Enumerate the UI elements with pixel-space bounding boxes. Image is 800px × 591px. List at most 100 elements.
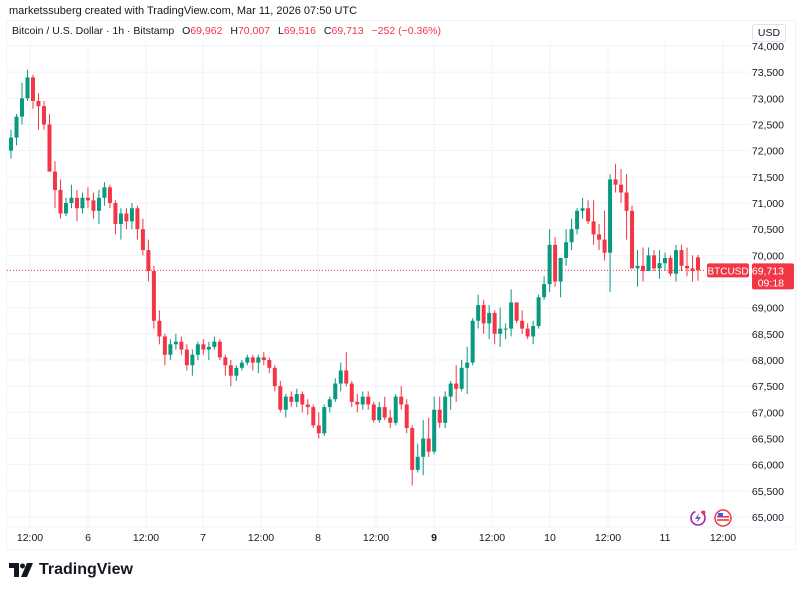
tradingview-logo-icon	[9, 563, 33, 577]
symbol-title[interactable]: Bitcoin / U.S. Dollar · 1h · Bitstamp	[12, 25, 175, 37]
candle	[234, 365, 239, 381]
candle	[157, 310, 162, 345]
candle	[393, 394, 398, 426]
candle	[250, 354, 255, 371]
x-axis-label: 12:00	[595, 532, 621, 544]
x-axis-label: 12:00	[363, 532, 389, 544]
x-axis-label: 9	[431, 532, 437, 544]
tradingview-logo[interactable]: TradingView	[9, 561, 133, 579]
us-flag-icon[interactable]	[714, 509, 732, 527]
y-axis-label: 68,000	[752, 355, 784, 367]
y-axis-label: 66,500	[752, 434, 784, 446]
candle	[459, 360, 464, 392]
candle	[514, 302, 519, 324]
candle	[476, 294, 481, 329]
currency-button[interactable]: USD	[752, 24, 786, 42]
candle	[674, 244, 679, 282]
candle	[558, 257, 563, 298]
candle	[454, 365, 459, 402]
candle	[630, 205, 635, 269]
y-axis-label: 65,000	[752, 512, 784, 524]
candle	[140, 218, 145, 256]
candle	[322, 404, 327, 436]
candle	[162, 333, 167, 366]
y-axis-label: 71,500	[752, 172, 784, 184]
y-axis-label: 71,000	[752, 198, 784, 210]
candle	[228, 360, 233, 387]
candle	[261, 352, 266, 366]
candle	[25, 69, 30, 101]
candle	[327, 396, 332, 413]
candle	[80, 192, 85, 214]
candle	[547, 229, 552, 292]
candle	[377, 401, 382, 423]
low-value: 69,516	[283, 25, 316, 37]
candle	[113, 200, 118, 235]
candle	[575, 208, 580, 235]
candle	[635, 250, 640, 287]
candle	[129, 203, 134, 230]
candle	[382, 396, 387, 421]
x-axis-label: 10	[544, 532, 556, 544]
candle	[107, 184, 112, 209]
candle	[371, 401, 376, 423]
candle	[690, 255, 695, 282]
candle	[206, 341, 211, 360]
candle	[657, 250, 662, 279]
y-axis-label: 67,500	[752, 381, 784, 393]
candle	[404, 399, 409, 434]
candle	[96, 189, 101, 224]
x-axis-label: 12:00	[17, 532, 43, 544]
candle	[300, 391, 305, 413]
close-label: C	[323, 25, 332, 37]
candle	[173, 333, 178, 350]
candle	[536, 294, 541, 329]
lightning-events-icon[interactable]	[689, 509, 706, 526]
candle	[597, 223, 602, 251]
high-label: H	[230, 25, 238, 37]
candle	[69, 184, 74, 209]
low-label: L	[278, 25, 284, 37]
candle	[41, 100, 46, 130]
x-axis-label: 12:00	[479, 532, 505, 544]
candle	[470, 318, 475, 366]
candle	[646, 247, 651, 272]
candle	[608, 174, 613, 292]
candle	[652, 250, 657, 272]
change-value: −252 (−0.36%)	[371, 25, 441, 37]
candle	[118, 208, 123, 240]
candle	[503, 323, 508, 340]
chart-credit: marketssuberg created with TradingView.c…	[9, 5, 358, 17]
y-axis-label: 66,000	[752, 460, 784, 472]
candle	[212, 336, 217, 350]
candle	[481, 299, 486, 334]
candle	[201, 339, 206, 355]
candle	[388, 409, 393, 429]
candle	[685, 247, 690, 277]
candle	[30, 74, 35, 109]
y-axis-label: 70,500	[752, 224, 784, 236]
svg-text:69,713: 69,713	[752, 265, 784, 277]
candle	[283, 394, 288, 418]
x-axis-label: 7	[200, 532, 206, 544]
candle	[663, 252, 668, 272]
candle	[91, 192, 96, 219]
candle	[641, 247, 646, 282]
candle	[217, 339, 222, 360]
candle	[184, 344, 189, 371]
y-axis-label: 67,000	[752, 407, 784, 419]
candle	[399, 386, 404, 410]
candle	[355, 394, 360, 413]
candle	[245, 354, 250, 366]
candle	[426, 417, 431, 457]
candle	[520, 310, 525, 334]
candle	[102, 182, 107, 206]
candle	[586, 200, 591, 224]
candle	[344, 352, 349, 387]
y-axis-label: 65,500	[752, 486, 784, 498]
candle	[415, 443, 420, 473]
close-value: 69,713	[331, 25, 364, 37]
candle	[74, 189, 79, 222]
